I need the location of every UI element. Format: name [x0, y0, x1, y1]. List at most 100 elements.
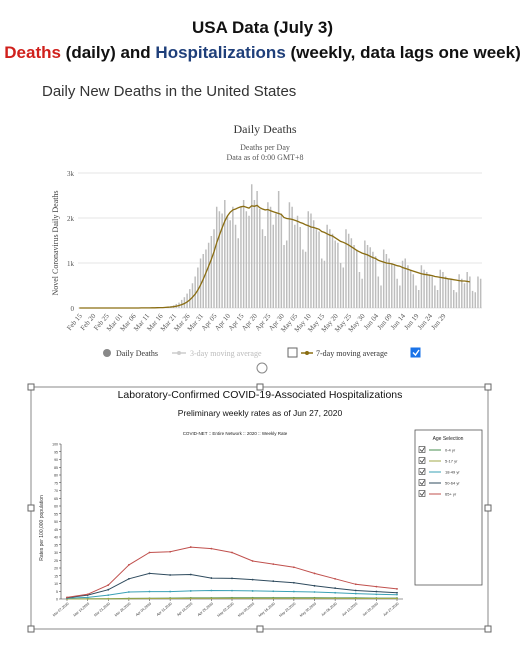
hosp-y-tick-label: 100: [52, 443, 58, 447]
hosp-data-point: [189, 597, 192, 600]
hosp-data-point: [210, 597, 213, 600]
daily-deaths-bar: [226, 215, 229, 308]
hosp-data-point: [189, 546, 192, 548]
daily-word: (daily) and: [60, 43, 156, 62]
7day-checkbox[interactable]: [410, 347, 421, 358]
age-checkbox[interactable]: [418, 490, 426, 497]
daily-deaths-bar: [224, 200, 226, 308]
age-legend-title: Age Selection: [433, 436, 464, 442]
daily-deaths-bar: [382, 249, 385, 308]
hosp-data-point: [66, 596, 68, 599]
daily-deaths-bar: [442, 272, 444, 308]
hosp-data-point: [396, 593, 398, 596]
hosp-y-tick-label: 35: [54, 543, 58, 547]
hosp-y-tick-label: 65: [54, 497, 58, 501]
age-legend-label: 18-49 yr: [445, 470, 460, 475]
daily-deaths-bar: [272, 224, 275, 308]
hosp-y-tick-label: 60: [54, 505, 58, 509]
daily-deaths-bar: [329, 229, 331, 308]
hosp-data-point: [272, 563, 275, 566]
deaths-chart-subtitle-2: Data as of 0:00 GMT+8: [227, 153, 304, 162]
daily-deaths-bar: [372, 251, 374, 308]
hosp-data-point: [189, 573, 192, 576]
checkmark-icon: [419, 491, 425, 497]
age-checkbox[interactable]: [418, 457, 426, 464]
daily-deaths-bar: [477, 276, 479, 308]
daily-deaths-bar: [321, 258, 323, 308]
daily-deaths-bar: [256, 191, 258, 308]
7day-legend-label[interactable]: 7-day moving average: [316, 349, 388, 358]
daily-deaths-bar: [415, 285, 417, 308]
daily-deaths-bar: [280, 213, 283, 308]
daily-deaths-bar: [221, 213, 223, 308]
hosp-data-point: [375, 593, 378, 596]
hosp-y-tick-label: 45: [54, 528, 58, 532]
age-legend-box: [414, 429, 483, 586]
age-checkbox[interactable]: [418, 446, 426, 453]
daily-deaths-bar: [388, 258, 390, 308]
daily-deaths-bar: [347, 233, 350, 308]
hosp-data-point: [313, 591, 316, 593]
daily-deaths-bar: [199, 258, 202, 308]
hosp-data-point: [313, 597, 316, 600]
rotate-handle-icon[interactable]: [256, 362, 268, 374]
daily-deaths-bar: [207, 242, 210, 308]
hosp-data-point: [231, 597, 233, 600]
daily-deaths-bar: [232, 206, 234, 308]
daily-deaths-bar: [194, 276, 196, 308]
hosp-y-tick-label: 5: [56, 590, 58, 594]
daily-deaths-bar: [458, 274, 460, 308]
daily-deaths-bar: [269, 206, 272, 308]
hosp-data-point: [375, 590, 378, 593]
hosp-data-point: [148, 590, 151, 593]
daily-deaths-bar: [358, 272, 361, 308]
7day-legend-marker: [305, 351, 309, 355]
daily-deaths-bar: [417, 290, 420, 308]
3day-legend-label[interactable]: 3-day moving average: [190, 349, 262, 358]
daily-deaths-bar: [447, 278, 450, 308]
daily-deaths-bar: [310, 213, 312, 308]
hosp-data-point: [107, 594, 110, 597]
daily-deaths-bar: [288, 202, 291, 308]
hosp-data-point: [169, 590, 172, 593]
daily-deaths-bar: [264, 236, 266, 308]
hosp-data-point: [169, 597, 172, 600]
hosp-data-point: [334, 591, 337, 594]
deaths-y-tick-label: 1k: [67, 260, 75, 268]
daily-deaths-bar: [353, 245, 355, 308]
hosp-data-point: [396, 591, 398, 594]
age-checkbox[interactable]: [418, 479, 426, 486]
3day-checkbox[interactable]: [287, 347, 298, 358]
hosp-data-point: [375, 597, 378, 600]
hosp-data-point: [210, 589, 213, 592]
hosp-data-point: [251, 590, 254, 592]
selection-frame[interactable]: [30, 386, 489, 630]
daily-deaths-bar: [253, 200, 256, 308]
age-legend-label: 65+ yr: [445, 492, 457, 497]
daily-deaths-bar: [302, 249, 304, 308]
daily-deaths-bar: [186, 293, 188, 308]
hosp-data-point: [107, 584, 110, 586]
hosp-data-point: [251, 560, 254, 562]
daily-deaths-bar: [409, 269, 412, 308]
hosp-data-point: [148, 551, 151, 554]
daily-deaths-bar: [242, 200, 245, 308]
checkmark-icon: [419, 447, 425, 453]
daily-deaths-bar: [426, 272, 428, 308]
daily-deaths-bar: [197, 267, 199, 308]
daily-deaths-bar: [215, 206, 218, 308]
daily-deaths-bar: [361, 278, 363, 308]
hosp-data-point: [169, 574, 172, 576]
hosp-data-point: [107, 588, 110, 591]
daily-deaths-bar: [240, 206, 242, 308]
daily-deaths-bar: [312, 220, 315, 308]
deaths-y-tick-label: 2k: [67, 215, 75, 223]
daily-deaths-bar: [431, 276, 433, 308]
age-checkbox[interactable]: [418, 468, 426, 475]
page-title: USA Data (July 3): [191, 18, 334, 37]
resize-handles[interactable]: [27, 383, 492, 633]
hosp-network-label: COVID-NET :: Entire Network :: 2020 :: W…: [183, 431, 288, 436]
hosp-y-tick-label: 0: [56, 598, 58, 602]
daily-deaths-legend-label[interactable]: Daily Deaths: [116, 349, 158, 358]
daily-deaths-bar: [205, 249, 207, 308]
